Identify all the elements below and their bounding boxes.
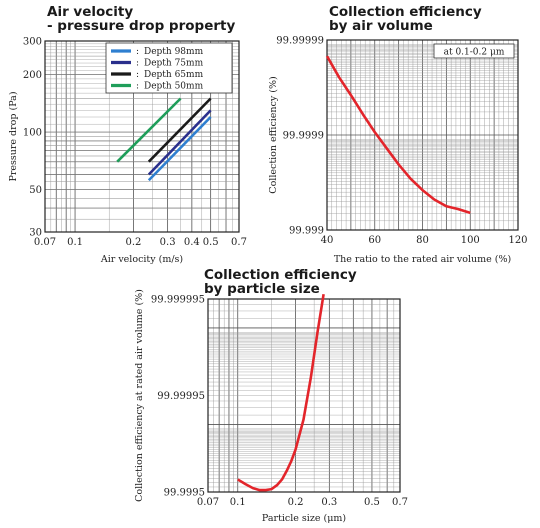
- series-line: [147, 116, 212, 182]
- chart-title: Collection efficiency: [204, 267, 357, 283]
- x-tick-label: 0.5: [364, 497, 380, 508]
- y-tick-label: 99.99999: [276, 36, 324, 47]
- x-tick-label: 0.2: [125, 237, 141, 248]
- legend-separator: :: [136, 59, 139, 69]
- annotation-box: [433, 43, 515, 59]
- series-line: [116, 97, 182, 163]
- x-tick-label: 120: [508, 235, 527, 246]
- x-tick-label: 100: [461, 235, 480, 246]
- x-tick-label: 0.3: [321, 497, 337, 508]
- plot-frame: [207, 298, 401, 493]
- legend-separator: :: [136, 82, 139, 92]
- legend-label: Depth 75mm: [144, 59, 204, 69]
- x-tick-label: 80: [416, 235, 429, 246]
- gridlines: [207, 299, 401, 493]
- x-axis-label: The ratio to the rated air volume (%): [334, 254, 511, 265]
- gridlines: [326, 40, 519, 231]
- legend-label: Depth 50mm: [144, 82, 204, 92]
- legend-separator: :: [136, 70, 139, 80]
- chart-title: Air velocity: [47, 4, 133, 20]
- y-tick-label: 50: [29, 185, 42, 196]
- y-axis-label: Collection efficiency (%): [268, 76, 279, 193]
- annotation-text: at 0.1-0.2 μm: [444, 48, 505, 58]
- y-axis-label: Collection efficiency at rated air volum…: [134, 289, 145, 502]
- x-tick-label: 60: [368, 235, 381, 246]
- y-tick-label: 99.9995: [164, 488, 205, 499]
- y-tick-label: 99.9999: [283, 131, 324, 142]
- x-tick-label: 0.07: [34, 237, 56, 248]
- x-tick-label: 0.7: [231, 237, 247, 248]
- y-tick-label: 30: [29, 228, 42, 239]
- legend-label: Depth 65mm: [144, 70, 204, 80]
- x-tick-label: 0.07: [197, 497, 219, 508]
- y-tick-label: 99.999995: [151, 295, 205, 306]
- x-tick-label: 0.5: [203, 237, 219, 248]
- x-tick-label: 0.2: [288, 497, 304, 508]
- y-axis-label: Pressure drop (Pa): [8, 91, 19, 181]
- chart-title: - pressure drop property: [47, 18, 235, 34]
- plot-frame: [44, 40, 240, 233]
- chart-title: by particle size: [204, 281, 320, 297]
- chart-1: Air velocity- pressure drop property 0.07…: [8, 4, 247, 265]
- chart-title: by air volume: [329, 18, 433, 34]
- series-line: [237, 293, 325, 492]
- y-tick-label: 300: [23, 37, 42, 48]
- plot-frame: [326, 39, 519, 231]
- y-tick-label: 99.999: [289, 226, 324, 237]
- y-tick-label: 99.99995: [157, 391, 205, 402]
- x-tick-label: 0.1: [230, 497, 246, 508]
- x-tick-label: 0.3: [160, 237, 176, 248]
- series-line: [325, 55, 471, 215]
- legend-label: Depth 98mm: [144, 47, 204, 57]
- series-line: [147, 97, 212, 163]
- x-tick-label: 0.1: [67, 237, 83, 248]
- y-tick-label: 100: [23, 128, 42, 139]
- series-line: [147, 109, 212, 176]
- y-tick-label: 200: [23, 70, 42, 81]
- x-axis-label: Air velocity (m/s): [100, 254, 183, 265]
- x-tick-label: 40: [321, 235, 334, 246]
- legend-separator: :: [136, 47, 139, 57]
- x-tick-label: 0.7: [392, 497, 408, 508]
- x-axis-label: Particle size (μm): [262, 513, 346, 524]
- x-tick-label: 0.4: [184, 237, 200, 248]
- chart-title: Collection efficiency: [329, 4, 482, 20]
